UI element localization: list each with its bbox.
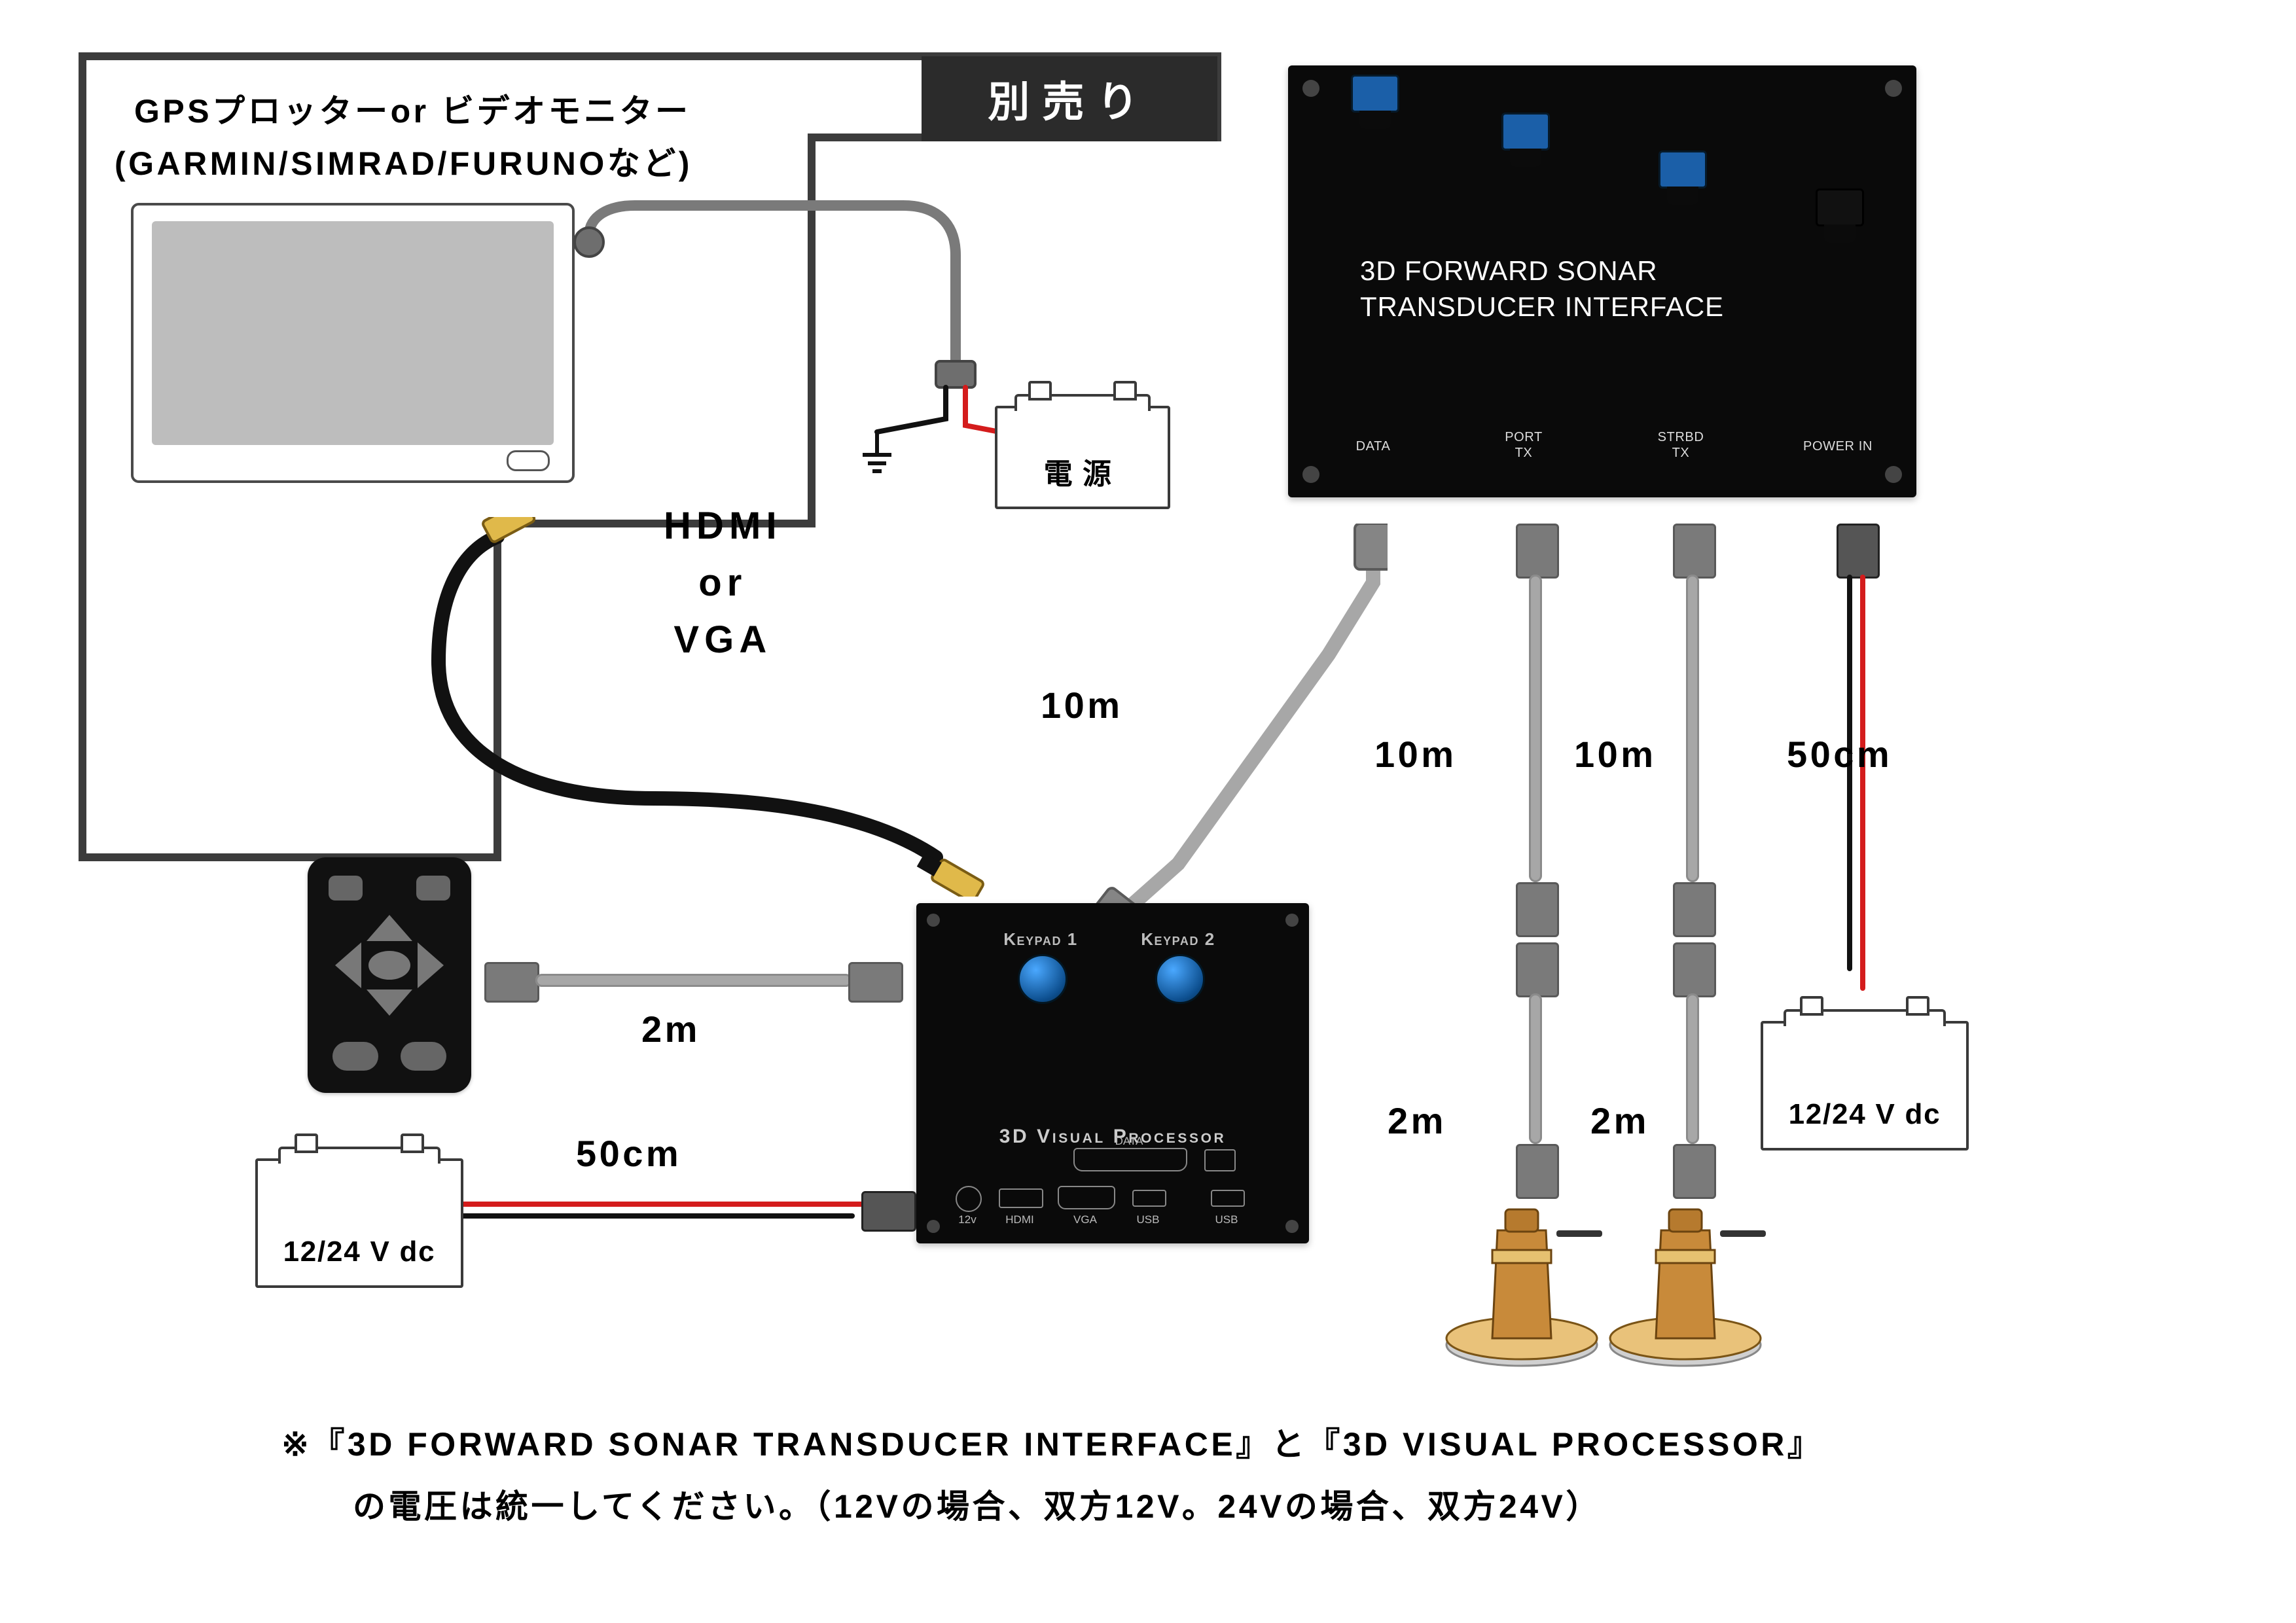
footnote-line-2: の電圧は統一してください。（12Vの場合、双方12V。24Vの場合、双方24V） [281,1476,1602,1538]
wiring-diagram: 別売り GPSプロッターor ビデオモニター (GARMIN/SIMRAD/FU… [0,0,2296,1623]
battery-left-label: 12/24 V dc [258,1236,461,1268]
keypad-cable [484,962,903,1001]
port-tx-cable-group [1509,524,1562,1243]
keypad-2-knob-icon [1155,954,1205,1004]
vp-port-usb2: USB [1215,1213,1238,1226]
monitor-battery: 電源 [995,406,1170,509]
keypad-1-knob-icon [1018,954,1067,1004]
battery-right: 12/24 V dc [1761,1021,1969,1150]
sold-separately-badge: 別売り [922,56,1217,141]
transducer-strbd-icon [1604,1204,1767,1374]
vp-port-12v: 12v [958,1213,976,1226]
vp-port-usb1: USB [1137,1213,1160,1226]
interface-port-label-strbd1: STRBD [1628,430,1733,445]
tx-strbd-lower-length: 2m [1590,1099,1649,1142]
monitor-battery-label: 電源 [997,450,1168,492]
keypad-2-label: Keypad 2 [1141,929,1215,950]
visual-processor-title: 3D Visual Processor [916,1126,1309,1148]
visual-processor-box: Keypad 1 Keypad 2 3D Visual Processor DA… [916,903,1309,1243]
footnote-line-1: ※『3D FORWARD SONAR TRANSDUCER INTERFACE』… [281,1414,1823,1476]
connector-power-icon [1816,188,1864,226]
gps-plotter-monitor [131,203,575,483]
interface-port-label-strbd2: TX [1628,446,1733,461]
tx-port-lower-length: 2m [1388,1099,1446,1142]
data-cable-10m [1080,524,1388,929]
tx-strbd-upper-length: 10m [1574,733,1657,776]
interface-port-label-power: POWER IN [1785,439,1890,454]
connector-strbd-icon [1659,151,1707,188]
interface-port-label-port2: TX [1471,446,1576,461]
data-cable-length: 10m [1041,684,1123,726]
interface-port-label-data: DATA [1321,439,1426,454]
monitor-group-title-1: GPSプロッターor ビデオモニター [134,85,691,132]
interface-title-2: TRANSDUCER INTERFACE [1360,291,1724,323]
monitor-group-title-2: (GARMIN/SIMRAD/FURUNOなど) [115,137,692,185]
interface-title-1: 3D FORWARD SONAR [1360,255,1657,287]
vp-port-vga: VGA [1073,1213,1097,1226]
connector-data-icon [1351,75,1399,113]
visual-processor-ports: DATA 12v HDMI VGA USB USB [942,1148,1283,1226]
transducer-interface-box: 3D FORWARD SONAR TRANSDUCER INTERFACE DA… [1288,65,1916,497]
transducer-port-icon [1440,1204,1604,1374]
processor-power-length: 50cm [576,1132,681,1175]
hdmi-cable [419,517,1008,897]
strbd-tx-cable-group [1666,524,1719,1243]
vp-port-data: DATA [1115,1135,1143,1148]
tx-port-upper-length: 10m [1374,733,1457,776]
vp-port-hdmi: HDMI [1005,1213,1033,1226]
remote-control [308,857,471,1093]
interface-power-length: 50cm [1787,733,1892,776]
connector-port-icon [1501,113,1550,151]
keypad-1-label: Keypad 1 [1003,929,1078,950]
monitor-power-cable [569,196,1028,510]
interface-port-label-port1: PORT [1471,430,1576,445]
battery-right-label: 12/24 V dc [1763,1098,1966,1131]
battery-left: 12/24 V dc [255,1158,463,1288]
keypad-cable-length: 2m [641,1008,700,1050]
processor-power-cable [458,1191,916,1230]
